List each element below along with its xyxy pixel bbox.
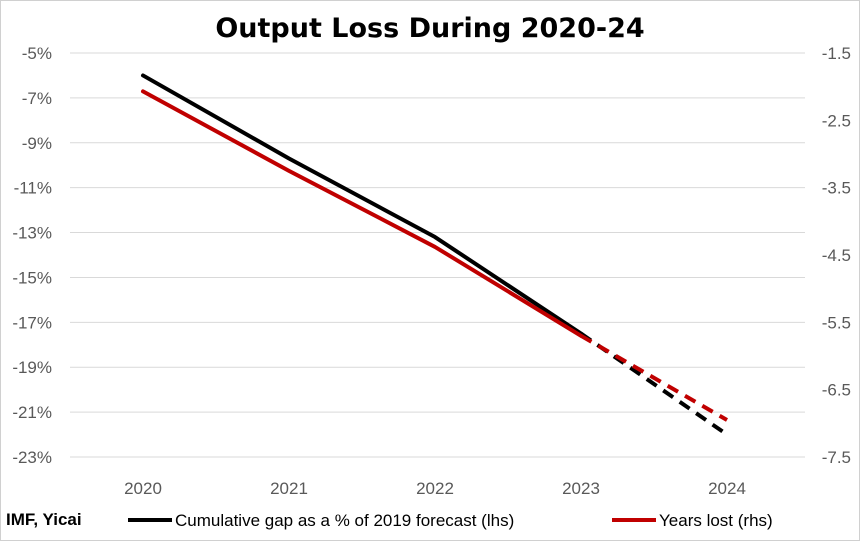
left-tick-label: -13% [12, 224, 52, 243]
legend: Cumulative gap as a % of 2019 forecast (… [128, 511, 773, 530]
left-tick-label: -19% [12, 358, 52, 377]
legend-label-years-lost: Years lost (rhs) [659, 511, 773, 530]
x-tick-label: 2023 [562, 479, 600, 498]
right-tick-label: -3.5 [822, 179, 851, 198]
x-tick-label: 2021 [270, 479, 308, 498]
right-tick-label: -6.5 [822, 381, 851, 400]
left-tick-label: -23% [12, 448, 52, 467]
legend-label-cumulative-gap: Cumulative gap as a % of 2019 forecast (… [175, 511, 514, 530]
right-tick-label: -4.5 [822, 246, 851, 265]
x-tick-label: 2020 [124, 479, 162, 498]
series-years-lost-line [141, 89, 583, 338]
left-tick-label: -17% [12, 313, 52, 332]
chart-title: Output Loss During 2020-24 [215, 13, 644, 44]
series-group [141, 73, 729, 437]
left-tick-label: -5% [22, 44, 52, 63]
series-years-lost-forecast-line [580, 334, 728, 422]
left-tick-label: -15% [12, 268, 52, 287]
right-axis: -1.5 -2.5 -3.5 -4.5 -5.5 -6.5 -7.5 [822, 44, 851, 467]
right-tick-label: -1.5 [822, 44, 851, 63]
source-note: IMF, Yicai [6, 510, 82, 529]
left-tick-label: -7% [22, 89, 52, 108]
left-axis: -5% -7% -9% -11% -13% -15% -17% -19% -21% -23% [12, 44, 52, 467]
right-tick-label: -2.5 [822, 111, 851, 130]
right-tick-label: -5.5 [822, 313, 851, 332]
gridlines [70, 52, 805, 458]
x-axis: 2020 2021 2022 2023 2024 [124, 479, 746, 498]
right-tick-label: -7.5 [822, 448, 851, 467]
x-tick-label: 2024 [708, 479, 746, 498]
series-cumulative-gap-line [141, 73, 583, 336]
left-tick-label: -21% [12, 403, 52, 422]
left-tick-label: -9% [22, 134, 52, 153]
left-tick-label: -11% [14, 179, 52, 198]
x-tick-label: 2022 [416, 479, 454, 498]
